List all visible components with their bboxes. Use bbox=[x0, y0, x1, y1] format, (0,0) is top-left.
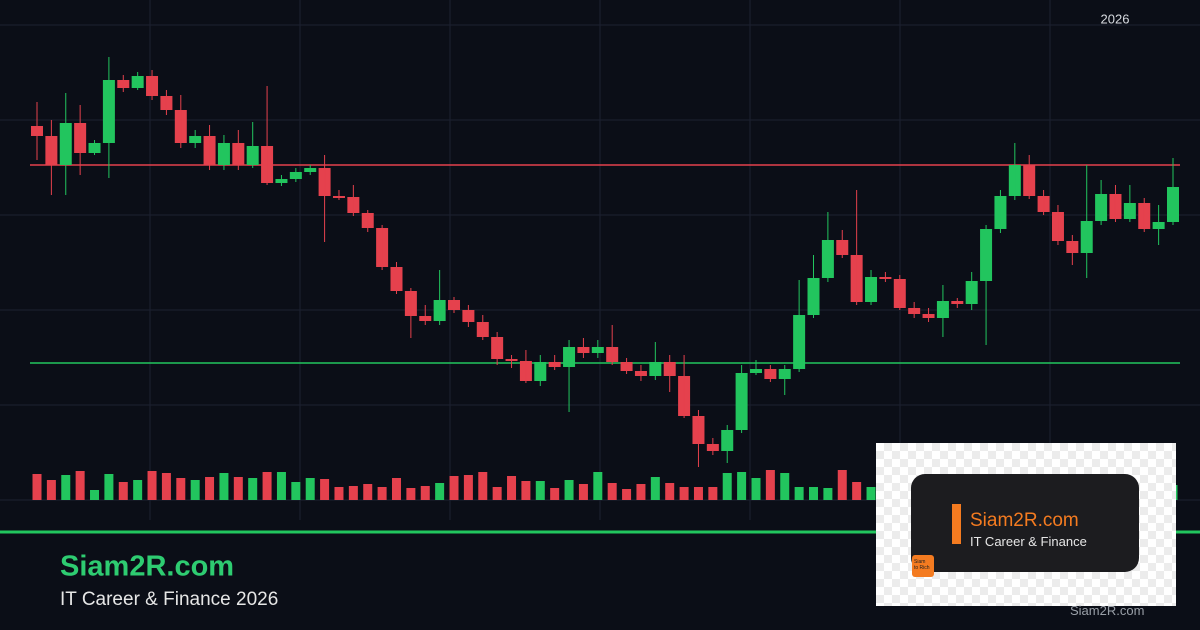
volume-bar bbox=[190, 480, 200, 500]
volume-bar bbox=[276, 472, 286, 500]
volume-bar bbox=[708, 487, 718, 500]
volume-bar bbox=[751, 478, 761, 500]
volume-bar bbox=[46, 480, 56, 500]
volume-bar bbox=[147, 471, 157, 500]
logo-text: Siam bbox=[914, 559, 926, 565]
badge-card bbox=[911, 474, 1139, 572]
volume-bar bbox=[837, 470, 847, 500]
volume-bar bbox=[521, 481, 531, 500]
volume-bar bbox=[305, 478, 315, 500]
badge-title: Siam2R.com bbox=[970, 510, 1079, 531]
volume-bar bbox=[622, 489, 632, 500]
volume-bar bbox=[176, 478, 186, 500]
footer-subtitle: IT Career & Finance 2026 bbox=[60, 589, 278, 610]
volume-bar bbox=[320, 479, 330, 500]
volume-bar bbox=[765, 470, 775, 500]
volume-bar bbox=[507, 476, 517, 500]
volume-bar bbox=[377, 487, 387, 500]
volume-bar bbox=[679, 487, 689, 500]
volume-bar bbox=[291, 482, 301, 500]
volume-bar bbox=[737, 472, 747, 500]
volume-bar bbox=[334, 487, 344, 500]
volume-bar bbox=[593, 472, 603, 500]
volume-bar bbox=[794, 487, 804, 500]
volume-bar bbox=[809, 487, 819, 500]
volume-bar bbox=[61, 475, 71, 500]
logo-text: to Rich bbox=[914, 565, 930, 571]
volume-bar bbox=[104, 474, 114, 500]
volume-bar bbox=[32, 474, 42, 500]
badge-subtitle: IT Career & Finance bbox=[970, 534, 1087, 549]
badge-bar bbox=[952, 504, 961, 544]
volume-bar bbox=[564, 480, 574, 500]
watermark: Siam2R.com bbox=[1070, 603, 1145, 618]
volume-bar bbox=[550, 488, 560, 500]
badge-logo: Siam to Rich bbox=[912, 555, 934, 577]
volume-bar bbox=[205, 477, 215, 500]
volume-bar bbox=[636, 484, 646, 500]
volume-bar bbox=[722, 473, 732, 500]
volume-bar bbox=[219, 473, 229, 500]
volume-bar bbox=[406, 488, 416, 500]
volume-bar bbox=[463, 475, 473, 500]
badge: Siam2R.com IT Career & Finance Siam to Ri… bbox=[876, 443, 1176, 606]
volume-bar bbox=[780, 473, 790, 500]
grid bbox=[0, 0, 1200, 520]
volume-bar bbox=[363, 484, 373, 500]
volume-bar bbox=[90, 490, 100, 500]
volume-bar bbox=[161, 473, 171, 500]
volume-bar bbox=[478, 472, 488, 500]
volume-bar bbox=[133, 480, 143, 500]
volume-bar bbox=[665, 483, 675, 500]
volume-bar bbox=[348, 486, 358, 500]
volume-bar bbox=[233, 477, 243, 500]
volume-bar bbox=[650, 477, 660, 500]
volume-bar bbox=[75, 471, 85, 500]
volume-bar bbox=[823, 488, 833, 500]
volume-bar bbox=[852, 482, 862, 500]
footer-title: Siam2R.com bbox=[60, 551, 234, 583]
volume-bar bbox=[492, 487, 502, 500]
volume-bar bbox=[866, 487, 876, 500]
volume-bar bbox=[420, 486, 430, 500]
volume-bar bbox=[449, 476, 459, 500]
volume-bar bbox=[248, 478, 258, 500]
volume-bar bbox=[578, 484, 588, 500]
year-label: 2026 bbox=[1101, 11, 1130, 26]
volume-bar bbox=[262, 472, 272, 500]
volume-bar bbox=[693, 487, 703, 500]
volume-bar bbox=[607, 483, 617, 500]
volume-bar bbox=[118, 482, 128, 500]
volume-bar bbox=[435, 483, 445, 500]
volume-bar bbox=[535, 481, 545, 500]
volume-bar bbox=[391, 478, 401, 500]
